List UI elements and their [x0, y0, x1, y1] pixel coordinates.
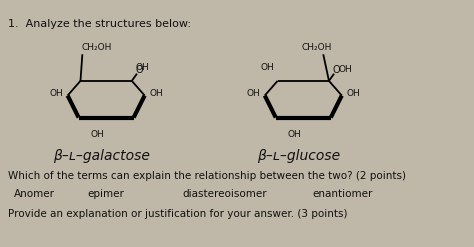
Text: OH: OH	[287, 130, 301, 139]
Text: OH: OH	[260, 63, 274, 72]
Text: O: O	[332, 65, 340, 75]
Text: OH: OH	[338, 64, 352, 74]
Text: O: O	[136, 65, 143, 75]
Text: OH: OH	[149, 89, 163, 98]
Text: OH: OH	[346, 89, 360, 98]
Text: 1.  Analyze the structures below:: 1. Analyze the structures below:	[8, 19, 191, 28]
Text: OH: OH	[246, 89, 260, 98]
Text: OH: OH	[136, 63, 149, 72]
Text: OH: OH	[90, 130, 104, 139]
Text: Which of the terms can explain the relationship between the two? (2 points): Which of the terms can explain the relat…	[8, 171, 406, 181]
Text: CH₂OH: CH₂OH	[302, 43, 332, 52]
Text: β–ʟ–galactose: β–ʟ–galactose	[53, 149, 150, 163]
Text: β–ʟ–glucose: β–ʟ–glucose	[257, 149, 340, 163]
Text: OH: OH	[49, 89, 63, 98]
Text: diastereoisomer: diastereoisomer	[182, 189, 267, 199]
Text: epimer: epimer	[88, 189, 125, 199]
Text: Anomer: Anomer	[14, 189, 55, 199]
Text: enantiomer: enantiomer	[312, 189, 373, 199]
Text: CH₂OH: CH₂OH	[82, 43, 112, 52]
Text: Provide an explanation or justification for your answer. (3 points): Provide an explanation or justification …	[8, 209, 347, 219]
